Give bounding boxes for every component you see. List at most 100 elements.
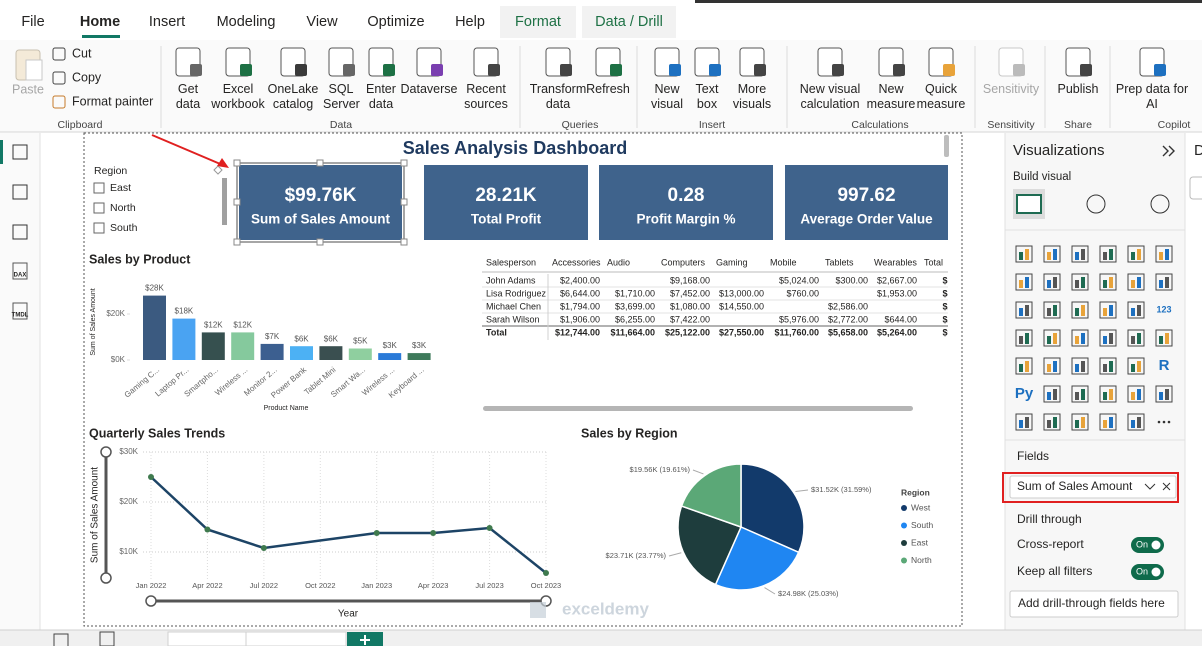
ribbon-tab[interactable]: Insert	[149, 14, 185, 30]
visual-type-icon[interactable]: 123	[1156, 304, 1171, 314]
ribbon-button[interactable]: New visual	[651, 82, 683, 111]
slider-handle[interactable]	[100, 572, 112, 584]
ribbon-button[interactable]: New measure	[866, 82, 916, 111]
ribbon-button[interactable]: Excel workbook	[211, 82, 265, 111]
ribbon-button[interactable]: OneLake catalog	[267, 82, 319, 111]
visual-type-icon[interactable]	[1127, 329, 1145, 347]
visual-type-icon[interactable]	[1099, 413, 1117, 431]
ribbon-button[interactable]: Prep data for AI	[1115, 82, 1189, 111]
legend-label[interactable]: West	[911, 502, 931, 512]
visual-type-icon[interactable]	[1127, 245, 1145, 263]
slider-handle[interactable]	[145, 595, 157, 607]
visual-type-icon[interactable]	[1099, 329, 1117, 347]
ribbon-button[interactable]: New visual calculation	[799, 82, 861, 111]
ribbon-tab[interactable]: Data / Drill	[595, 14, 663, 30]
visual-type-icon[interactable]	[1043, 273, 1061, 291]
sidebar-view-icon[interactable]	[12, 144, 28, 160]
visual-type-icon[interactable]	[1099, 245, 1117, 263]
visual-type-icon[interactable]	[1155, 273, 1173, 291]
ribbon-button[interactable]: Dataverse	[400, 82, 458, 96]
visual-type-icon[interactable]: R	[1159, 357, 1170, 374]
ribbon-tab[interactable]: File	[21, 14, 44, 30]
build-tab-icon[interactable]	[1150, 194, 1170, 214]
line-marker[interactable]	[430, 530, 437, 536]
visual-type-icon[interactable]	[1099, 385, 1117, 403]
bar[interactable]	[319, 346, 343, 360]
ribbon-button[interactable]: Refresh	[586, 82, 630, 96]
pie-slice[interactable]	[740, 463, 805, 554]
pie-slice[interactable]	[677, 505, 743, 586]
ribbon-button[interactable]: Quick measure	[916, 82, 966, 111]
ribbon-button[interactable]: Sensitivity	[982, 82, 1040, 96]
page-tab[interactable]	[245, 631, 347, 646]
visual-type-icon[interactable]	[1015, 301, 1033, 319]
legend-label[interactable]: East	[911, 537, 929, 547]
visual-type-icon[interactable]	[1127, 301, 1145, 319]
line-marker[interactable]	[373, 530, 380, 536]
ribbon-tab[interactable]: Help	[455, 14, 485, 30]
sidebar-view-icon[interactable]	[12, 224, 28, 240]
field-dropdown[interactable]	[1144, 483, 1156, 490]
visual-type-icon[interactable]	[1127, 385, 1145, 403]
bar[interactable]	[143, 295, 166, 360]
kpi-card[interactable]	[239, 165, 402, 240]
line-marker[interactable]	[486, 525, 493, 531]
sidebar-view-icon[interactable]	[12, 184, 28, 200]
kpi-card[interactable]	[785, 165, 948, 240]
visual-type-icon[interactable]	[1099, 301, 1117, 319]
slicer-item[interactable]: South	[110, 222, 138, 234]
line-marker[interactable]	[148, 474, 154, 480]
bar[interactable]	[172, 318, 196, 360]
ribbon-tab[interactable]: View	[306, 14, 338, 30]
bar[interactable]	[201, 332, 225, 360]
visual-type-icon[interactable]	[1155, 329, 1173, 347]
kpi-card[interactable]	[424, 165, 588, 240]
kpi-card[interactable]	[599, 165, 773, 240]
ribbon-button[interactable]: Publish	[1057, 82, 1099, 96]
visual-type-icon[interactable]	[1043, 413, 1061, 431]
ribbon-button[interactable]: SQL Server	[323, 82, 360, 111]
visual-type-icon[interactable]	[1127, 273, 1145, 291]
paste-button[interactable]: Paste	[12, 82, 44, 96]
slicer-checkbox[interactable]	[93, 222, 105, 234]
ribbon-button[interactable]: Text box	[695, 82, 719, 111]
slider-handle[interactable]	[100, 446, 112, 458]
legend-label[interactable]: North	[911, 555, 932, 565]
visual-type-icon[interactable]	[1071, 273, 1089, 291]
visual-type-icon[interactable]	[1043, 301, 1061, 319]
visual-type-icon[interactable]	[1043, 245, 1061, 263]
visual-type-icon[interactable]	[1043, 329, 1061, 347]
bar[interactable]	[407, 353, 431, 360]
visual-type-icon[interactable]	[1127, 357, 1145, 375]
slicer-checkbox[interactable]	[93, 202, 105, 214]
ribbon-tab[interactable]: Optimize	[367, 14, 424, 30]
sidebar-view-icon[interactable]	[12, 302, 28, 320]
bar[interactable]	[290, 346, 313, 360]
legend-label[interactable]: South	[911, 520, 933, 530]
clipboard-button[interactable]: Copy	[72, 70, 102, 84]
nav-icon[interactable]	[53, 633, 69, 646]
visual-type-icon[interactable]	[1155, 245, 1173, 263]
ribbon-tab[interactable]: Home	[80, 14, 120, 30]
ribbon-button[interactable]: Get data	[175, 82, 201, 111]
collapse-pane[interactable]	[1162, 145, 1175, 157]
ribbon-button[interactable]: Enter data	[366, 82, 396, 111]
field-chip[interactable]: Sum of Sales Amount	[1017, 479, 1133, 493]
nav-icon[interactable]	[99, 631, 115, 646]
line-marker[interactable]	[260, 545, 267, 551]
clipboard-button[interactable]: Cut	[72, 46, 92, 60]
visual-type-icon[interactable]	[1071, 329, 1089, 347]
ribbon-button[interactable]: Recent sources	[464, 82, 508, 111]
visual-type-icon[interactable]	[1099, 357, 1117, 375]
build-tab-icon[interactable]	[1086, 194, 1106, 214]
visual-type-icon[interactable]	[1043, 357, 1061, 375]
line-marker[interactable]	[204, 526, 211, 533]
bar[interactable]	[378, 353, 402, 360]
visual-type-icon[interactable]	[1071, 301, 1089, 319]
slicer-item[interactable]: East	[110, 182, 131, 194]
slicer-item[interactable]: North	[110, 202, 136, 214]
bar[interactable]	[348, 348, 372, 361]
visual-type-icon[interactable]	[1043, 385, 1061, 403]
pie-slice[interactable]	[714, 526, 800, 591]
slicer-checkbox[interactable]	[93, 182, 105, 194]
